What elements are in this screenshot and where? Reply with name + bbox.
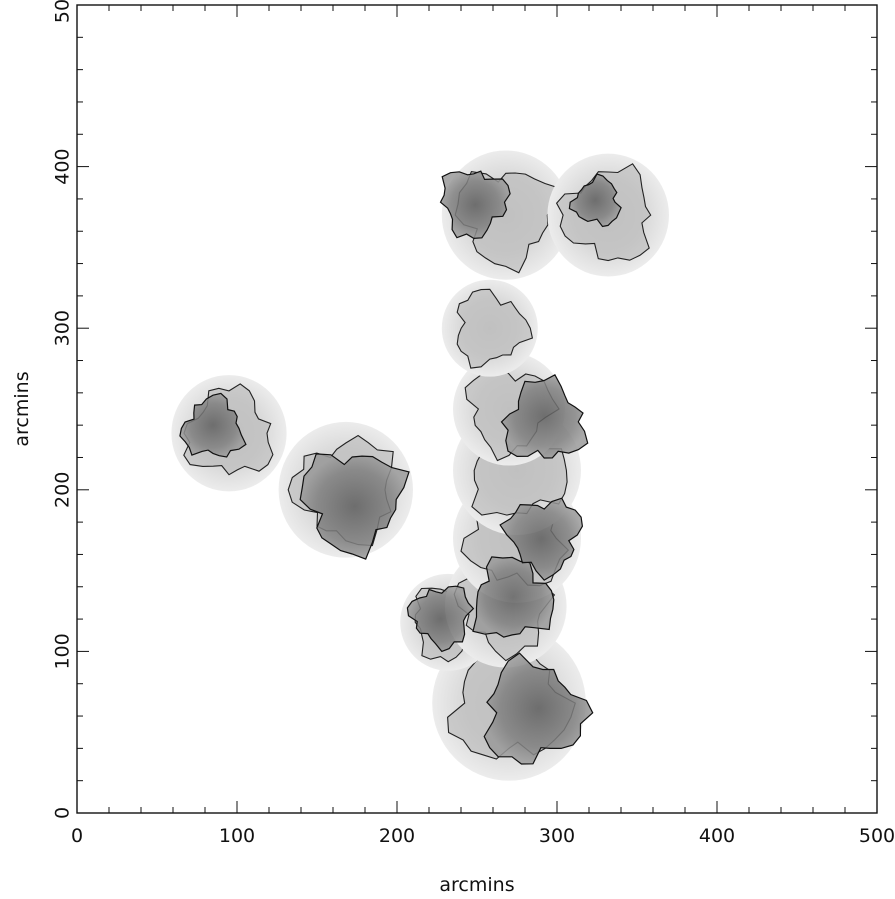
axis-ticks — [76, 4, 878, 814]
contour-level-2 — [500, 373, 589, 459]
y-tick-label: 200 — [52, 472, 74, 508]
y-tick-label: 500 — [52, 0, 74, 23]
x-tick-labels: 0 100 200 300 400 500 — [71, 825, 895, 847]
y-tick-labels: 0 100 200 300 400 500 — [52, 0, 74, 819]
contour-level-2 — [299, 453, 410, 560]
x-tick-label: 400 — [699, 825, 735, 847]
y-tick-label: 0 — [52, 807, 74, 819]
contour-level-2 — [406, 585, 475, 653]
plot-area — [171, 150, 669, 781]
y-axis-label: arcmins — [11, 371, 33, 446]
x-tick-label: 500 — [859, 825, 895, 847]
x-tick-label: 300 — [539, 825, 575, 847]
contour-level-2 — [439, 170, 511, 240]
contour-level-2 — [179, 392, 247, 458]
y-tick-label: 400 — [52, 148, 74, 184]
survey-fields — [171, 150, 669, 781]
contour-regions — [179, 170, 622, 765]
contour-level-2 — [499, 497, 584, 581]
contour-level-2 — [568, 173, 622, 228]
contour-level-2 — [483, 652, 594, 765]
contour-level-1 — [456, 288, 534, 369]
x-tick-label: 0 — [71, 825, 83, 847]
x-axis-label: arcmins — [439, 874, 514, 896]
contour-level-2 — [472, 556, 555, 638]
plot-frame — [76, 4, 878, 814]
x-tick-label: 100 — [219, 825, 255, 847]
x-tick-label: 200 — [379, 825, 415, 847]
y-tick-label: 100 — [52, 633, 74, 669]
y-tick-label: 300 — [52, 310, 74, 346]
